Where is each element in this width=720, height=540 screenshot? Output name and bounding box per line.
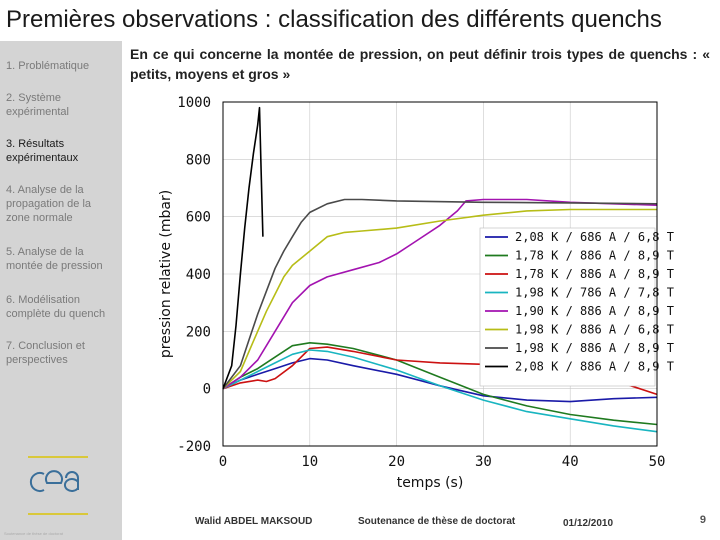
legend-entry-6: 1,98 K / 886 A / 6,8 T <box>515 323 674 337</box>
series-line-6 <box>222 208 657 390</box>
legend-entry-4: 1,98 K / 786 A / 7,8 T <box>515 286 674 300</box>
y-tick-label: 800 <box>186 152 211 168</box>
y-tick-label: 1000 <box>177 95 211 111</box>
legend-entry-8: 2,08 K / 886 A / 8,9 T <box>515 360 674 374</box>
sidebar-nav: 1. Problématique 2. Système expérimental… <box>0 41 122 540</box>
series-line-5 <box>222 198 658 390</box>
legend-entry-2: 1,78 K / 886 A / 8,9 T <box>515 249 674 263</box>
sidebar-item-systeme-experimental[interactable]: 2. Système expérimental <box>6 92 69 118</box>
chart-axes: 0 10 20 30 40 50 -200 0 200 400 600 800 1000 temps (s… <box>158 95 665 491</box>
series-line-4 <box>222 349 658 433</box>
x-tick-label: 30 <box>475 454 492 470</box>
sidebar-item-conclusion[interactable]: 7. Conclusion et perspectives <box>6 340 85 366</box>
x-tick-label: 10 <box>301 454 318 470</box>
chart-series <box>222 106 658 433</box>
intro-text: En ce qui concerne la montée de pression… <box>130 46 710 82</box>
slide-title: Premières observations : classification … <box>6 6 662 33</box>
plot-frame <box>222 101 658 447</box>
footer-date: 01/12/2010 <box>563 518 614 529</box>
x-tick-label: 50 <box>649 454 666 470</box>
legend-entry-1: 2,08 K / 686 A / 6,8 T <box>515 230 674 244</box>
x-tick-label: 0 <box>219 454 227 470</box>
y-axis-label: pression relative (mbar) <box>158 190 174 358</box>
y-tick-label: 400 <box>186 267 211 283</box>
sidebar-item-modelisation[interactable]: 6. Modélisation complète du quench <box>6 294 106 320</box>
chart-legend: 2,08 K / 686 A / 6,8 T 1,78 K / 886 A / 8… <box>479 227 674 387</box>
x-tick-label: 40 <box>562 454 579 470</box>
legend-entry-3: 1,78 K / 886 A / 8,9 T <box>515 267 674 281</box>
sidebar-footnote: Soutenance de thèse de doctorat <box>4 531 63 536</box>
sidebar-item-analyse-propagation[interactable]: 4. Analyse de la propagation de la zone … <box>6 184 92 224</box>
footer-author: Walid ABDEL MAKSOUD <box>195 516 313 527</box>
y-tick-label: 0 <box>203 382 211 398</box>
legend-entry-7: 1,98 K / 886 A / 8,9 T <box>515 341 674 355</box>
series-line-7 <box>222 198 658 390</box>
series-line-2 <box>222 342 658 426</box>
x-axis-label: temps (s) <box>397 475 464 491</box>
page-number: 9 <box>699 514 706 526</box>
y-tick-label: -200 <box>177 439 211 455</box>
cea-logo <box>28 456 88 515</box>
sidebar-item-resultats-experimentaux[interactable]: 3. Résultats expérimentaux <box>6 138 79 164</box>
y-tick-label: 200 <box>186 324 211 340</box>
pressure-chart: 0 10 20 30 40 50 -200 0 200 400 600 800 1000 temps (s… <box>158 95 674 491</box>
legend-entry-5: 1,90 K / 886 A / 8,9 T <box>515 304 674 318</box>
footer-event: Soutenance de thèse de doctorat <box>358 516 516 527</box>
sidebar-item-problematique[interactable]: 1. Problématique <box>6 60 90 72</box>
series-line-8 <box>222 106 264 389</box>
footer-event-tiny: Soutenance de thèse de doctorat <box>4 531 63 536</box>
x-tick-label: 20 <box>388 454 405 470</box>
legend-box <box>479 227 656 387</box>
sidebar-item-analyse-montee-pression[interactable]: 5. Analyse de la montée de pression <box>6 246 103 272</box>
series-line-1 <box>222 357 658 403</box>
y-tick-label: 600 <box>186 210 211 226</box>
